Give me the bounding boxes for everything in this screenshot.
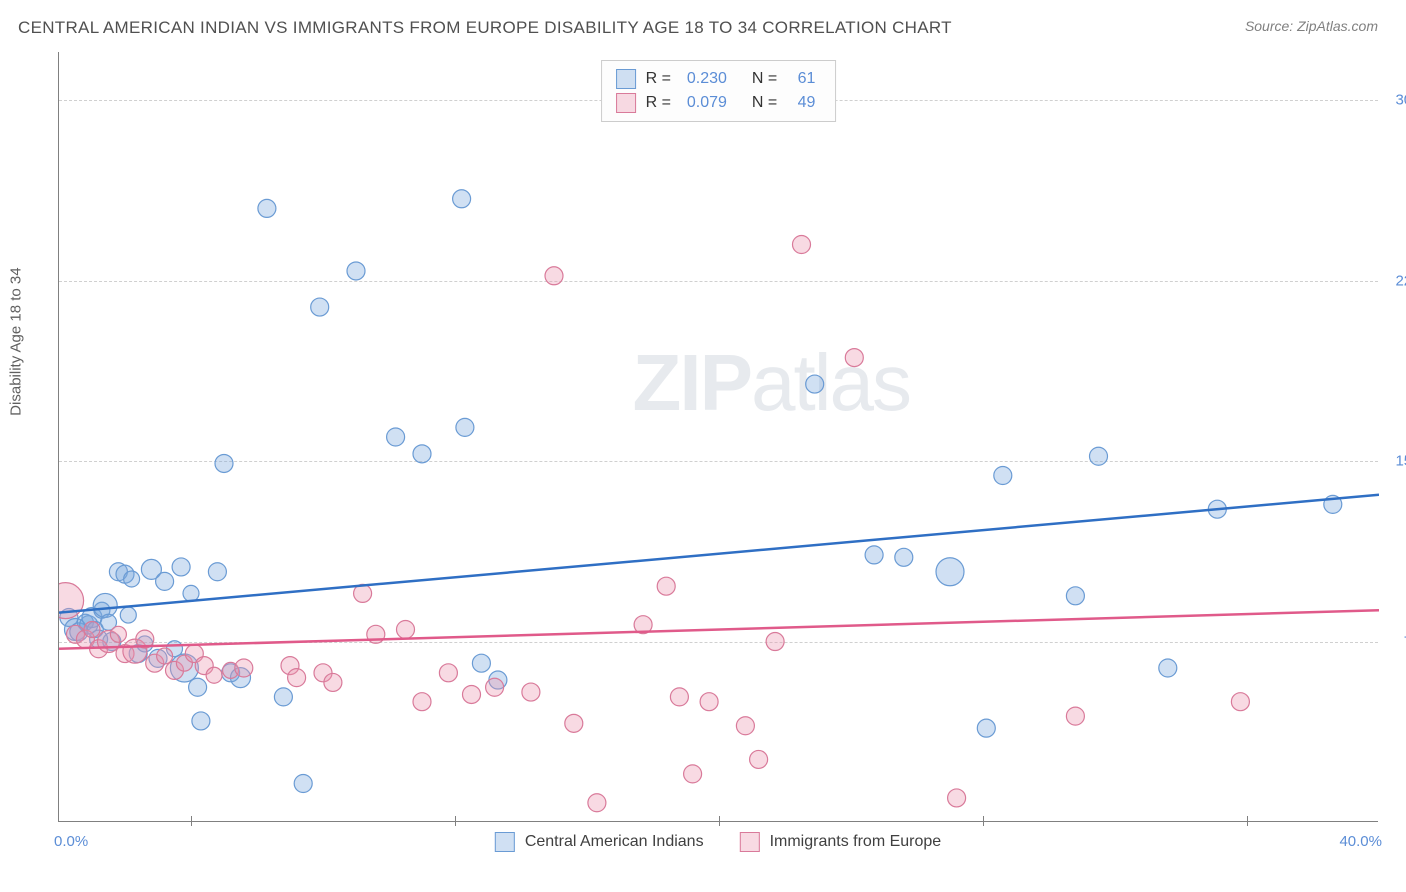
- trend-lines-layer: [59, 52, 1379, 822]
- legend-swatch: [616, 69, 636, 89]
- legend-r-value: 0.230: [687, 70, 727, 88]
- y-tick-label: 7.5%: [1383, 633, 1406, 650]
- legend-r-label: R =: [646, 94, 671, 112]
- x-axis-max-label: 40.0%: [1339, 833, 1382, 850]
- legend-swatch: [616, 93, 636, 113]
- trend-line: [59, 495, 1379, 613]
- series-legend-item: Immigrants from Europe: [740, 832, 942, 852]
- y-tick-label: 15.0%: [1383, 453, 1406, 470]
- stats-legend-row: R = 0.079 N = 49: [616, 91, 822, 115]
- stats-legend: R = 0.230 N = 61 R = 0.079 N = 49: [601, 60, 837, 122]
- legend-n-value: 49: [793, 94, 815, 112]
- chart-container: Disability Age 18 to 34 ZIPatlas R =0.23…: [58, 52, 1378, 822]
- series-legend: Central American Indians Immigrants from …: [495, 832, 941, 852]
- stats-legend-row: R = 0.230 N = 61: [616, 67, 822, 91]
- legend-swatch: [740, 832, 760, 852]
- series-legend-label: Immigrants from Europe: [770, 833, 942, 851]
- legend-r-value: 0.079: [687, 94, 727, 112]
- legend-n-value: 61: [793, 70, 815, 88]
- series-legend-label: Central American Indians: [525, 833, 704, 851]
- legend-n-label: N =: [743, 94, 777, 112]
- chart-title: CENTRAL AMERICAN INDIAN VS IMMIGRANTS FR…: [18, 18, 952, 38]
- y-tick-label: 22.5%: [1383, 272, 1406, 289]
- y-axis-label: Disability Age 18 to 34: [8, 267, 25, 415]
- legend-n-label: N =: [743, 70, 777, 88]
- trend-line: [59, 610, 1379, 649]
- source-attribution: Source: ZipAtlas.com: [1245, 18, 1378, 34]
- plot-area: ZIPatlas R =0.230 N = 61R =0.079 N = 49 …: [58, 52, 1378, 822]
- x-axis-min-label: 0.0%: [54, 833, 88, 850]
- series-legend-item: Central American Indians: [495, 832, 704, 852]
- legend-r-label: R =: [646, 70, 671, 88]
- y-tick-label: 30.0%: [1383, 92, 1406, 109]
- legend-swatch: [495, 832, 515, 852]
